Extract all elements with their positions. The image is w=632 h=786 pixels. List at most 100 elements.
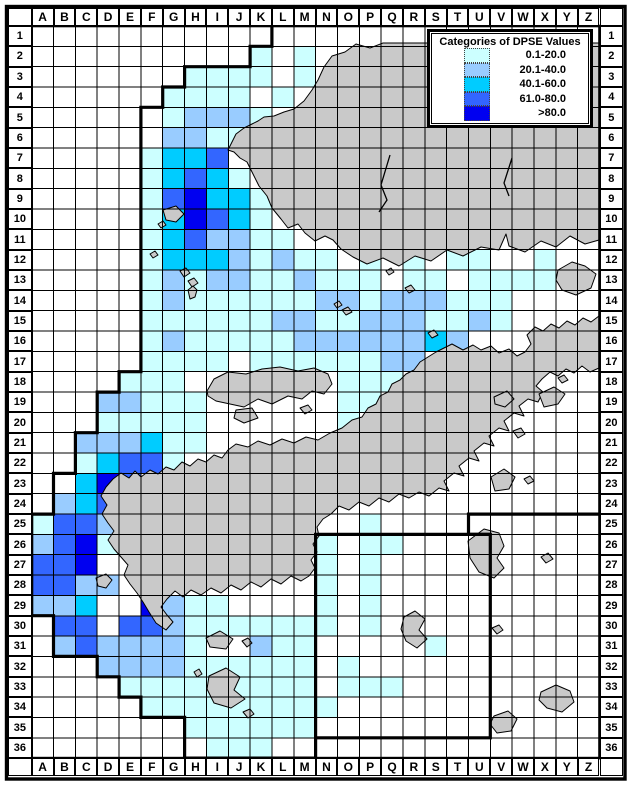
- grid-cell-K36: [250, 737, 272, 759]
- grid-cell-R12: [402, 249, 425, 271]
- grid-cell-K11: [250, 229, 272, 250]
- row-label-right-4: 4: [599, 87, 624, 108]
- row-label-right-23: 23: [599, 473, 624, 494]
- column-label-bottom-A: A: [31, 758, 54, 777]
- row-label-left-1: 1: [8, 26, 32, 47]
- row-label-left-6: 6: [8, 127, 32, 148]
- grid-cell-K33: [250, 676, 272, 698]
- grid-cell-P29: [359, 595, 382, 616]
- grid-cell-F31: [140, 636, 163, 657]
- grid-cell-J6: [228, 127, 251, 148]
- grid-cell-F11: [140, 229, 163, 250]
- row-label-left-14: 14: [8, 290, 32, 311]
- grid-cell-C25: [75, 514, 98, 535]
- column-label-top-A: A: [31, 7, 54, 26]
- grid-cell-F9: [140, 188, 163, 210]
- grid-cell-F12: [140, 249, 163, 271]
- grid-cell-K14: [250, 290, 272, 311]
- grid-cell-P25: [359, 514, 382, 535]
- legend-label-2: 20.1-40.0: [519, 63, 566, 76]
- grid-cell-R17: [402, 351, 425, 372]
- grid-cell-J33: [228, 676, 251, 698]
- row-label-left-30: 30: [8, 615, 32, 637]
- column-label-bottom-I: I: [206, 758, 229, 777]
- row-label-right-9: 9: [599, 188, 624, 210]
- grid-cell-I36: [206, 737, 229, 759]
- legend-swatch-4: [464, 91, 490, 107]
- grid-cell-Q26: [381, 534, 403, 555]
- grid-cell-D22: [97, 453, 120, 474]
- legend-swatch-2: [464, 62, 490, 78]
- grid-cell-B31: [53, 636, 76, 657]
- column-label-top-I: I: [206, 7, 229, 26]
- grid-cell-K30: [250, 615, 272, 637]
- legend-row-2: 20.1-40.0: [432, 62, 588, 78]
- row-label-right-14: 14: [599, 290, 624, 311]
- row-label-left-33: 33: [8, 676, 32, 698]
- grid-cell-I3: [206, 66, 229, 87]
- grid-cell-V13: [490, 270, 513, 291]
- column-label-bottom-H: H: [184, 758, 207, 777]
- legend-swatch-1: [464, 48, 490, 63]
- grid-cell-M2: [293, 46, 316, 67]
- row-label-left-31: 31: [8, 636, 32, 657]
- grid-cell-D31: [97, 636, 120, 657]
- grid-cell-C28: [75, 575, 98, 596]
- row-label-right-17: 17: [599, 351, 624, 372]
- grid-cell-C31: [75, 636, 98, 657]
- grid-cell-G18: [162, 371, 185, 393]
- row-label-left-36: 36: [8, 737, 32, 759]
- grid-cell-I15: [206, 310, 229, 332]
- grid-cell-U14: [468, 290, 491, 311]
- row-label-right-36: 36: [599, 737, 624, 759]
- grid-cell-Q16: [381, 331, 403, 352]
- legend-rows: 0.1-20.0 20.1-40.0 40.1-60.0 61.0-80.0 >80.0: [432, 48, 588, 121]
- column-label-top-O: O: [337, 7, 360, 26]
- grid-cell-E19: [119, 392, 141, 413]
- grid-cell-I13: [206, 270, 229, 291]
- column-label-bottom-N: N: [315, 758, 338, 777]
- grid-cell-K5: [250, 107, 272, 128]
- column-label-bottom-D: D: [97, 758, 120, 777]
- grid-cell-Q33: [381, 676, 403, 698]
- grid-cell-J36: [228, 737, 251, 759]
- grid-cell-I4: [206, 87, 229, 108]
- row-label-right-2: 2: [599, 46, 624, 67]
- grid-cell-L17: [271, 351, 294, 372]
- row-label-right-22: 22: [599, 453, 624, 474]
- row-label-right-32: 32: [599, 656, 624, 677]
- grid-cell-G8: [162, 168, 185, 189]
- grid-cell-O32: [337, 656, 360, 677]
- row-label-right-12: 12: [599, 249, 624, 271]
- row-label-right-33: 33: [599, 676, 624, 698]
- column-label-bottom-V: V: [490, 758, 513, 777]
- column-label-bottom-W: W: [512, 758, 534, 777]
- grid-cell-P33: [359, 676, 382, 698]
- grid-cell-S15: [424, 310, 447, 332]
- grid-cell-O18: [337, 371, 360, 393]
- grid-cell-M16: [293, 331, 316, 352]
- grid-cell-H8: [184, 168, 207, 189]
- grid-cell-F34: [140, 697, 163, 718]
- grid-cell-F22: [140, 453, 163, 474]
- row-label-left-2: 2: [8, 46, 32, 67]
- grid-cell-H11: [184, 229, 207, 250]
- column-label-bottom-L: L: [271, 758, 294, 777]
- row-label-left-25: 25: [8, 514, 32, 535]
- row-label-right-28: 28: [599, 575, 624, 596]
- grid-cell-H7: [184, 148, 207, 169]
- grid-cell-Q15: [381, 310, 403, 332]
- grid-cell-Q18: [381, 371, 403, 393]
- grid-cell-C26: [75, 534, 98, 555]
- grid-cell-Q14: [381, 290, 403, 311]
- grid-cell-M15: [293, 310, 316, 332]
- grid-cell-G17: [162, 351, 185, 372]
- grid-cell-K34: [250, 697, 272, 718]
- grid-cell-H20: [184, 412, 207, 433]
- grid-cell-S31: [424, 636, 447, 657]
- column-label-top-X: X: [533, 7, 556, 26]
- grid-cell-M3: [293, 66, 316, 87]
- grid-cell-A25: [31, 514, 54, 535]
- legend-row-4: 61.0-80.0: [432, 91, 588, 107]
